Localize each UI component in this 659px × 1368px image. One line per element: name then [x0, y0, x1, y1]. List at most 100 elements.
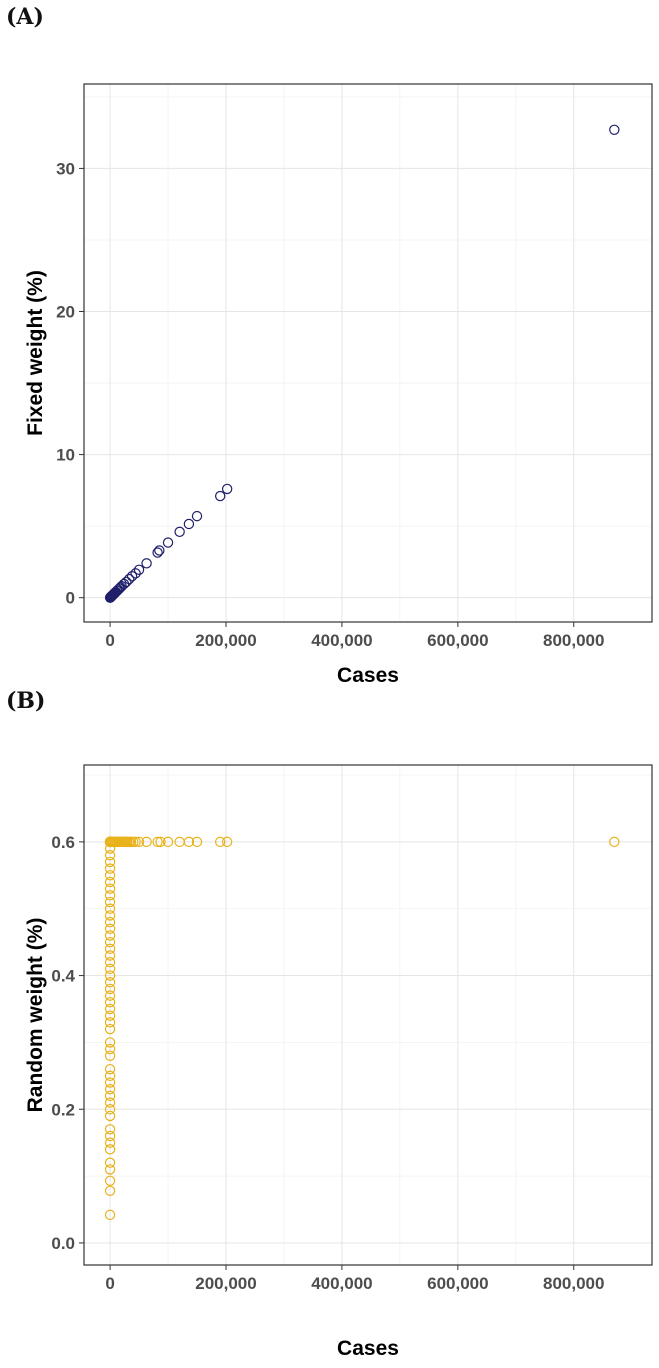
x-tick-label: 800,000: [543, 1274, 604, 1293]
data-point: [104, 863, 116, 874]
data-point: [130, 568, 141, 579]
data-point: [133, 564, 145, 575]
data-point: [154, 545, 165, 556]
data-point: [104, 870, 116, 881]
x-tick-label: 800,000: [543, 631, 604, 650]
data-point: [104, 850, 116, 861]
data-point: [104, 1083, 116, 1095]
data-point: [124, 573, 135, 585]
plot-border: [83, 83, 653, 623]
data-point: [104, 1063, 116, 1075]
data-point: [162, 836, 174, 848]
y-tick-label: 0.0: [51, 1234, 75, 1253]
data-point: [104, 1097, 116, 1108]
data-point: [104, 970, 116, 981]
data-point: [155, 836, 166, 848]
y-axis-title: Random weight (%): [24, 918, 47, 1113]
data-point: [104, 1104, 116, 1115]
data-point: [104, 1070, 116, 1082]
data-point: [191, 510, 203, 522]
data-point: [215, 836, 226, 848]
data-point: [104, 997, 116, 1008]
data-point: [221, 483, 233, 495]
data-point: [104, 1077, 116, 1088]
data-point: [104, 1157, 116, 1168]
data-point: [104, 990, 116, 1001]
data-point: [104, 1209, 116, 1221]
data-point: [104, 963, 116, 975]
data-point: [104, 1037, 116, 1048]
data-point: [609, 836, 620, 848]
chart-b: 0 200,000 400,000 600,000 800,000 0.0 0.2 0.4 0.…: [24, 764, 653, 1360]
data-point: [104, 1003, 116, 1015]
data-point: [141, 836, 152, 848]
data-point: [104, 890, 116, 901]
data-point: [152, 836, 163, 848]
data-point: [162, 537, 174, 548]
data-point: [104, 856, 116, 868]
data-point: [104, 930, 116, 941]
data-point: [104, 1090, 116, 1102]
panel-label-b: (B): [6, 688, 46, 714]
data-point: [104, 936, 116, 948]
y-tick-label: 0.2: [51, 1100, 75, 1119]
y-tick-label: 10: [56, 446, 75, 465]
x-tick-label: 200,000: [195, 631, 256, 650]
x-tick-label: 200,000: [195, 1274, 256, 1293]
panel-label-a: (A): [6, 4, 44, 30]
x-tick-label: 0: [105, 1274, 114, 1293]
data-point: [104, 1110, 116, 1122]
data-point: [104, 916, 116, 928]
data-point: [104, 977, 116, 988]
data-point: [104, 1017, 116, 1028]
data-point: [104, 903, 116, 914]
data-point: [183, 836, 195, 848]
data-point: [152, 547, 163, 558]
data-point: [126, 571, 138, 582]
data-point: [104, 1130, 116, 1142]
data-point: [191, 836, 203, 848]
x-tick-label: 0: [105, 631, 114, 650]
data-point: [104, 923, 116, 934]
chart-a: 0 200,000 400,000 600,000 800,000 0 10 20 30 Case…: [24, 83, 653, 687]
data-point: [104, 883, 116, 894]
data-point: [104, 910, 116, 921]
data-point: [104, 943, 116, 955]
data-point: [104, 1050, 116, 1061]
y-axis-title: Fixed weight (%): [24, 270, 47, 436]
data-point: [104, 1023, 116, 1035]
data-point: [183, 518, 195, 530]
x-axis-title: Cases: [337, 664, 399, 687]
x-axis-title: Cases: [337, 1337, 399, 1360]
data-point: [115, 582, 126, 593]
x-tick-label: 600,000: [427, 631, 488, 650]
data-point: [104, 1124, 116, 1135]
x-tick-label: 600,000: [427, 1274, 488, 1293]
data-point: [104, 1043, 116, 1055]
y-tick-label: 30: [56, 159, 75, 178]
data-point: [130, 836, 141, 848]
data-point: [133, 836, 145, 848]
data-point: [609, 124, 620, 135]
data-point: [104, 1164, 116, 1175]
data-point: [104, 896, 116, 908]
data-point: [104, 956, 116, 968]
data-point: [215, 490, 226, 502]
y-tick-label: 0.6: [51, 833, 75, 852]
data-point: [174, 526, 185, 538]
data-point: [104, 1010, 116, 1021]
x-tick-label: 400,000: [311, 631, 372, 650]
data-point: [112, 584, 124, 595]
data-point: [104, 1137, 116, 1148]
data-point: [104, 876, 116, 888]
y-tick-label: 20: [56, 303, 75, 322]
data-point: [141, 558, 152, 569]
data-point: [104, 983, 116, 995]
data-point: [104, 950, 116, 961]
data-point: [121, 576, 132, 588]
data-point: [104, 1175, 116, 1186]
data-point: [104, 1144, 116, 1155]
y-tick-label: 0: [66, 589, 75, 608]
x-tick-label: 400,000: [311, 1274, 372, 1293]
data-point: [104, 1185, 116, 1197]
